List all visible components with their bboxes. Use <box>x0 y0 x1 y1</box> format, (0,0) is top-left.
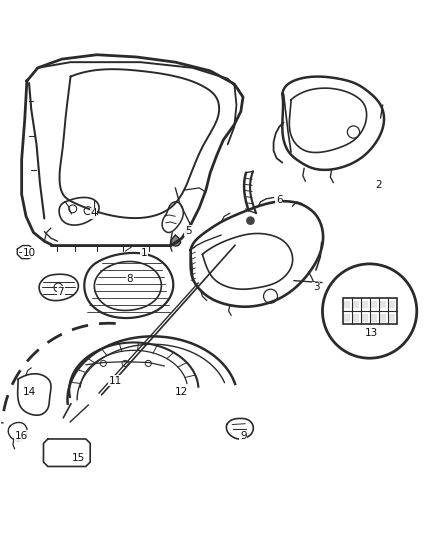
Text: 7: 7 <box>57 287 64 297</box>
Text: 15: 15 <box>71 453 85 463</box>
Text: 10: 10 <box>22 247 35 257</box>
Text: 14: 14 <box>22 387 36 397</box>
Bar <box>380 301 386 309</box>
Bar <box>353 301 359 309</box>
Text: 9: 9 <box>240 431 247 441</box>
Bar <box>362 313 368 321</box>
Polygon shape <box>171 235 180 246</box>
Bar <box>371 301 378 309</box>
Text: 8: 8 <box>127 274 133 284</box>
Text: 4: 4 <box>90 208 97 218</box>
Circle shape <box>246 216 255 225</box>
Bar <box>371 313 378 321</box>
Text: 11: 11 <box>109 376 122 386</box>
Bar <box>380 313 386 321</box>
Bar <box>344 301 350 309</box>
Text: 2: 2 <box>375 180 382 190</box>
Text: 16: 16 <box>14 431 28 441</box>
Text: 12: 12 <box>174 387 188 397</box>
Bar <box>353 313 359 321</box>
Bar <box>344 313 350 321</box>
Bar <box>389 313 396 321</box>
Bar <box>343 298 397 324</box>
Text: 1: 1 <box>141 247 147 257</box>
Text: 6: 6 <box>276 195 283 205</box>
Text: 13: 13 <box>365 328 378 338</box>
Text: 5: 5 <box>185 225 191 236</box>
Text: 3: 3 <box>313 282 319 293</box>
Bar <box>362 301 368 309</box>
Bar <box>389 301 396 309</box>
